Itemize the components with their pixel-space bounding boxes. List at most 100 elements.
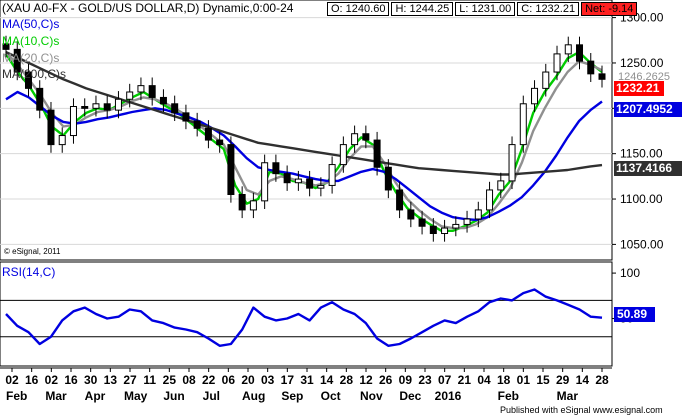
candle-body bbox=[182, 112, 190, 122]
candle-body bbox=[463, 218, 471, 225]
x-month-label: Apr bbox=[85, 389, 106, 403]
last-price-label: 1232.21 bbox=[614, 81, 664, 96]
x-day-label: 20 bbox=[241, 373, 255, 387]
candle-body bbox=[418, 218, 426, 227]
ma200-price-label: 1137.4166 bbox=[614, 161, 682, 176]
x-day-label: 11 bbox=[143, 373, 156, 387]
price-ytick-label: 1100.00 bbox=[620, 192, 663, 206]
copyright-label: © eSignal, 2011 bbox=[4, 247, 61, 256]
x-day-label: 18 bbox=[497, 373, 511, 387]
candle-body bbox=[171, 103, 179, 114]
rsi-title: RSI(14,C) bbox=[2, 265, 56, 279]
x-day-label: 16 bbox=[64, 373, 78, 387]
low-value: L: 1231.00 bbox=[455, 2, 516, 16]
candle-body bbox=[103, 103, 111, 111]
candle-body bbox=[328, 164, 336, 186]
price-ytick-label: 1050.00 bbox=[620, 237, 664, 251]
x-month-label: Feb bbox=[498, 389, 519, 403]
candle-body bbox=[69, 106, 77, 137]
legend-ma20: MA(20,C)s bbox=[2, 51, 60, 65]
candle-body bbox=[193, 120, 201, 129]
price-ytick-label: 1250.00 bbox=[620, 56, 664, 70]
x-day-label: 21 bbox=[458, 373, 472, 387]
candle-body bbox=[429, 225, 437, 235]
candle-body bbox=[384, 166, 392, 191]
x-day-label: 26 bbox=[379, 373, 393, 387]
x-day-label: 13 bbox=[104, 373, 118, 387]
candle-body bbox=[58, 135, 66, 146]
x-day-label: 23 bbox=[418, 373, 432, 387]
legend-ma200: MA(200,C)s bbox=[2, 67, 67, 81]
x-month-label: Feb bbox=[6, 389, 27, 403]
footer-credit: Published with eSignal www.esignal.com bbox=[500, 405, 663, 415]
candle-body bbox=[148, 85, 156, 98]
candle-body bbox=[13, 48, 21, 73]
x-month-label: Dec bbox=[399, 389, 421, 403]
candle-body bbox=[294, 178, 302, 184]
rsi-value-label: 50.89 bbox=[614, 307, 655, 322]
candle-body bbox=[531, 87, 539, 105]
x-month-label: May bbox=[124, 389, 148, 403]
candle-body bbox=[114, 98, 122, 111]
x-day-label: 28 bbox=[595, 373, 609, 387]
candle-body bbox=[553, 53, 561, 73]
net-value: Net: -9.14 bbox=[581, 2, 638, 16]
candle-body bbox=[339, 144, 347, 166]
x-day-label: 07 bbox=[438, 373, 452, 387]
x-day-label: 17 bbox=[281, 373, 295, 387]
candle-body bbox=[47, 109, 55, 146]
price-panel bbox=[0, 0, 613, 261]
x-day-label: 29 bbox=[556, 373, 570, 387]
candle-body bbox=[317, 184, 325, 189]
x-day-label: 14 bbox=[320, 373, 334, 387]
rsi-line bbox=[5, 288, 603, 347]
candle-body bbox=[36, 87, 44, 111]
rsi-ytick-label: 100 bbox=[620, 266, 640, 280]
ma200-line bbox=[5, 51, 603, 176]
x-day-label: 06 bbox=[222, 373, 236, 387]
x-month-label: Sep bbox=[281, 389, 303, 403]
candle-body bbox=[598, 73, 606, 80]
x-day-label: 12 bbox=[359, 373, 373, 387]
candle-body bbox=[542, 71, 550, 89]
ma50-line bbox=[5, 90, 603, 222]
candle-body bbox=[497, 180, 505, 191]
rsi-panel bbox=[0, 261, 613, 367]
candle-body bbox=[81, 106, 89, 109]
ohlc-bar: O: 1240.60 H: 1244.25 L: 1231.00 C: 1232… bbox=[327, 2, 638, 16]
x-day-label: 09 bbox=[399, 373, 413, 387]
x-day-label: 02 bbox=[45, 373, 59, 387]
candle-body bbox=[564, 44, 572, 55]
legend-ma50: MA(50,C)s bbox=[2, 17, 60, 31]
x-day-label: 02 bbox=[5, 373, 19, 387]
x-day-label: 08 bbox=[182, 373, 196, 387]
ma50-price-label: 1207.4952 bbox=[614, 102, 682, 117]
candle-body bbox=[362, 133, 370, 141]
candle-body bbox=[2, 43, 10, 50]
candle-body bbox=[351, 133, 359, 146]
x-month-label: Nov bbox=[360, 389, 383, 403]
candle-body bbox=[587, 60, 595, 75]
candle-body bbox=[137, 85, 145, 93]
x-day-label: 25 bbox=[163, 373, 177, 387]
x-day-label: 27 bbox=[123, 373, 137, 387]
candle-body bbox=[508, 144, 516, 182]
x-month-label: Mar bbox=[45, 389, 67, 403]
x-month-label: Mar bbox=[557, 389, 579, 403]
candle-body bbox=[306, 178, 314, 189]
x-day-label: 16 bbox=[25, 373, 39, 387]
candle-body bbox=[126, 91, 134, 100]
candle-body bbox=[396, 189, 404, 211]
candle-body bbox=[216, 139, 224, 146]
high-value: H: 1244.25 bbox=[391, 2, 454, 16]
candle-body bbox=[159, 96, 167, 105]
candle-body bbox=[261, 162, 269, 202]
candle-body bbox=[92, 103, 100, 109]
candle-body bbox=[519, 103, 527, 146]
candle-body bbox=[474, 209, 482, 220]
candle-body bbox=[24, 71, 32, 89]
candle-body bbox=[441, 227, 449, 235]
price-ytick-label: 1150.00 bbox=[620, 147, 663, 161]
candle-body bbox=[283, 173, 291, 184]
